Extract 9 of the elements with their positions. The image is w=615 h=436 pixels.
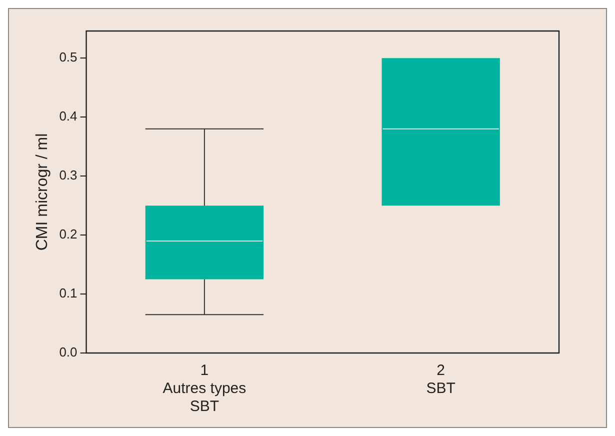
y-axis-title: CMI microgr / ml — [34, 133, 52, 251]
y-tick-label: 0.4 — [59, 108, 78, 124]
x-tick-label: 2 SBT — [426, 362, 456, 398]
y-tick-label: 0.0 — [59, 344, 78, 360]
y-tick-label: 0.3 — [59, 168, 78, 183]
y-tick-label: 0.1 — [59, 286, 78, 301]
y-tick-label: 0.2 — [59, 226, 78, 242]
y-tick-label: 0.5 — [59, 50, 78, 65]
x-tick-label: 1 Autres types SBT — [162, 362, 246, 416]
